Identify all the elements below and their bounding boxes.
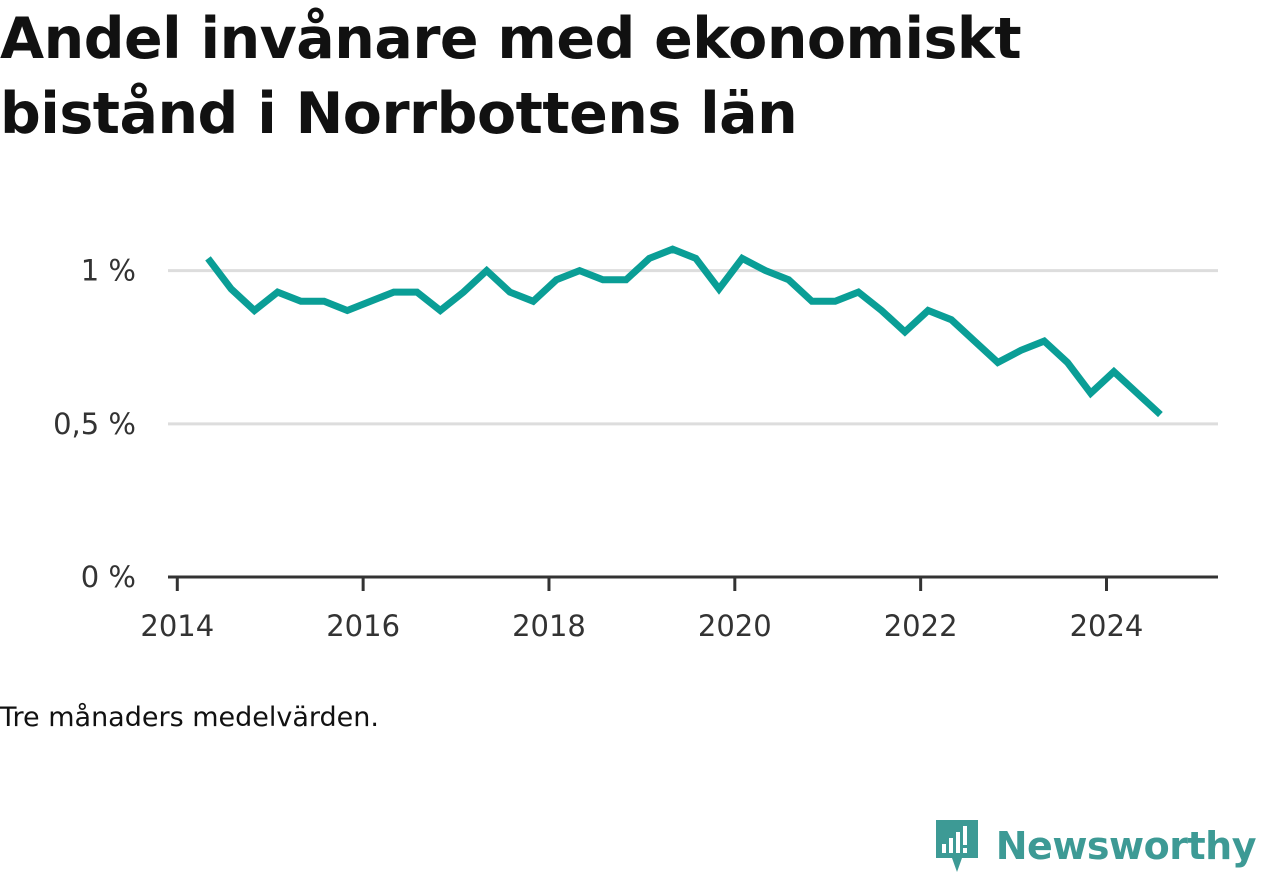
brand-logo[interactable]: Newsworthy <box>932 813 1257 879</box>
chart-note: Tre månaders medelvärden. <box>0 702 379 733</box>
x-tick-label: 2020 <box>698 609 772 643</box>
x-tick-label: 2022 <box>884 609 958 643</box>
y-axis-labels: 0 % 0,5 % 1 % <box>53 254 136 594</box>
gridlines <box>168 269 1218 426</box>
y-tick-label: 0,5 % <box>53 407 136 441</box>
chart-title: Andel invånare med ekonomiskt bistånd i … <box>0 6 1022 147</box>
x-tick-label: 2024 <box>1070 609 1144 643</box>
x-tick-label: 2016 <box>326 609 400 643</box>
x-tick-label: 2014 <box>140 609 214 643</box>
x-axis-labels: 2014 2016 2018 2020 2022 2024 <box>140 609 1143 643</box>
brand-name: Newsworthy <box>995 824 1257 868</box>
x-tick-label: 2018 <box>512 609 586 643</box>
x-axis <box>168 575 1218 591</box>
newsworthy-logo-icon <box>935 820 978 872</box>
y-tick-label: 1 % <box>81 254 136 288</box>
y-tick-label: 0 % <box>81 560 136 594</box>
series-layer <box>205 245 1163 418</box>
series-line <box>205 245 1163 418</box>
